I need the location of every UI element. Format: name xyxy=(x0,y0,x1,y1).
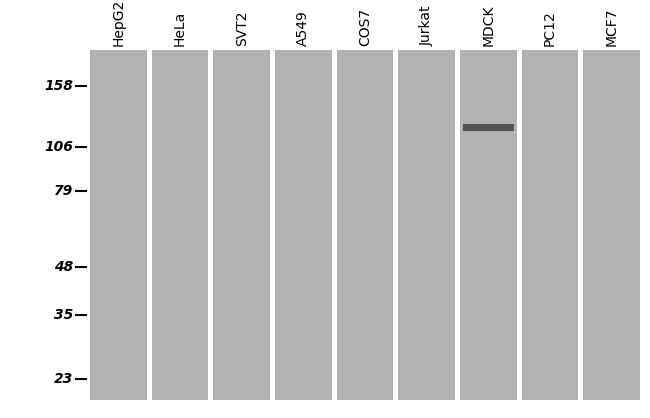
Text: MCF7: MCF7 xyxy=(604,8,619,46)
Bar xyxy=(463,124,514,131)
Bar xyxy=(213,50,270,400)
Text: MDCK: MDCK xyxy=(482,5,495,46)
Text: 35: 35 xyxy=(54,308,73,322)
Text: 79: 79 xyxy=(54,184,73,198)
Bar xyxy=(583,50,640,400)
Bar xyxy=(460,50,517,400)
Text: 106: 106 xyxy=(44,140,73,153)
Bar xyxy=(90,50,147,400)
Text: HepG2: HepG2 xyxy=(111,0,125,46)
Text: Jurkat: Jurkat xyxy=(420,5,434,46)
Bar xyxy=(151,50,209,400)
Text: COS7: COS7 xyxy=(358,8,372,46)
Text: HeLa: HeLa xyxy=(173,11,187,46)
Text: PC12: PC12 xyxy=(543,10,557,46)
Text: 23: 23 xyxy=(54,372,73,386)
Text: 158: 158 xyxy=(44,79,73,93)
Bar xyxy=(522,50,578,400)
Text: A549: A549 xyxy=(296,10,310,46)
Text: 48: 48 xyxy=(54,260,73,274)
Bar xyxy=(398,50,455,400)
Text: SVT2: SVT2 xyxy=(235,10,249,46)
Bar xyxy=(275,50,332,400)
Bar xyxy=(337,50,393,400)
